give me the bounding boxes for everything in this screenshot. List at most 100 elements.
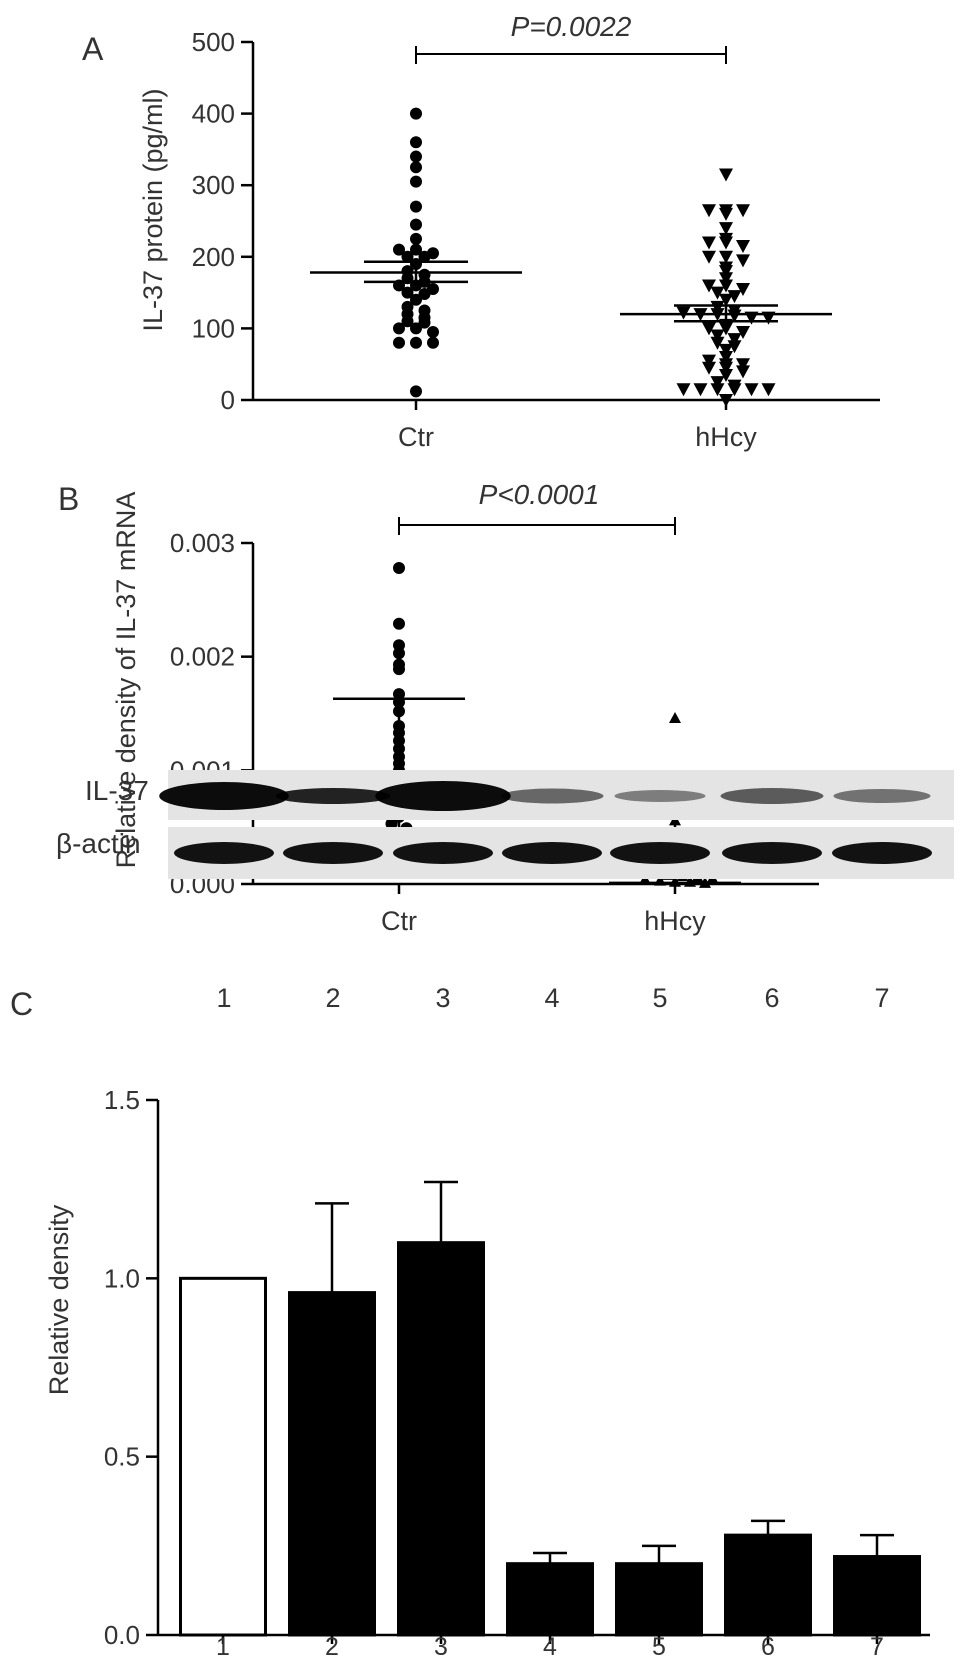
panel-a-point — [427, 325, 439, 338]
panel-c-bar — [397, 1241, 485, 1637]
blot-band-bactin — [283, 842, 383, 864]
panel-a-point — [736, 325, 750, 339]
panel-c-y-tick-label: 0.0 — [104, 1620, 140, 1650]
panel-a-point — [410, 175, 422, 188]
panel-a-point — [744, 383, 759, 397]
panel-a-point — [410, 136, 422, 149]
panel-c-bar — [724, 1533, 812, 1637]
panel-c-bar — [833, 1555, 921, 1637]
panel-a-point — [719, 265, 733, 279]
panel-c-y-tick-label: 0.5 — [104, 1442, 140, 1472]
panel-a-y-tick-label: 500 — [192, 27, 235, 57]
panel-b-point — [393, 663, 405, 676]
panel-a-point — [676, 383, 691, 397]
panel-a-point — [418, 250, 431, 263]
panel-a-point — [401, 315, 414, 328]
panel-a-point — [702, 279, 716, 293]
panel-a-x-tick-label: hHcy — [695, 422, 757, 452]
blot-band-il37 — [500, 788, 604, 804]
panel-a-point — [410, 385, 422, 398]
panel-a-point — [719, 351, 733, 365]
blot-lane-label: 4 — [544, 983, 559, 1013]
blot-band-bactin — [610, 842, 710, 864]
blot-lane-label: 3 — [435, 983, 450, 1013]
panel-a-point — [727, 333, 742, 347]
panel-c-bar — [179, 1276, 267, 1637]
panel-a-y-tick-label: 400 — [192, 99, 235, 129]
panel-a-p-value: P=0.0022 — [511, 11, 632, 42]
panel-a-point — [393, 336, 405, 349]
panel-a-point — [410, 243, 422, 256]
panel-b-point — [385, 817, 398, 830]
panel-a-point — [719, 207, 733, 221]
panel-b-point — [393, 647, 405, 660]
panel-a-point — [401, 286, 414, 299]
panel-a-point — [719, 236, 733, 250]
panel-a-point — [710, 300, 725, 314]
panel-a-point — [736, 283, 750, 297]
blot-band-il37 — [375, 781, 511, 811]
panel-a-point — [736, 358, 750, 372]
panel-c-x-tick-label: 6 — [761, 1633, 775, 1660]
panel-a-y-tick-label: 300 — [192, 170, 235, 200]
panel-a-point — [410, 293, 422, 306]
panel-a-point — [719, 394, 733, 407]
panel-a-point — [727, 383, 742, 397]
blot-band-bactin — [502, 842, 602, 864]
panel-label-a: A — [82, 31, 104, 67]
panel-a-point — [710, 336, 725, 350]
blot-lane-label: 7 — [874, 983, 889, 1013]
panel-a-point — [710, 286, 725, 300]
panel-a-point — [719, 250, 733, 264]
blot-label-bactin: β-actin — [56, 828, 141, 859]
panel-a-point — [719, 272, 733, 286]
panel-b-y-tick-label: 0.003 — [170, 528, 235, 558]
panel-a-point — [727, 340, 742, 354]
blot-label-il37: IL-37 — [85, 775, 149, 806]
panel-c-y-tick-label: 1.0 — [104, 1263, 140, 1293]
panel-a-y-axis-label: IL-37 protein (pg/ml) — [138, 88, 168, 331]
panel-label-c: C — [10, 986, 33, 1022]
panel-a-point — [719, 279, 733, 293]
blot-band-il37 — [720, 788, 824, 804]
panel-a-point — [710, 383, 725, 397]
panel-a-y-tick-label: 100 — [192, 313, 235, 343]
panel-a-point — [393, 322, 405, 335]
panel-a-point — [410, 200, 422, 213]
blot-lane-label: 1 — [216, 983, 231, 1013]
panel-a-point — [719, 293, 733, 307]
panel-a-point — [702, 204, 716, 218]
blot-band-il37 — [614, 790, 706, 802]
panel-b-x-tick-label: Ctr — [381, 906, 417, 936]
panel-c-x-tick-label: 2 — [325, 1633, 339, 1660]
panel-c-bar — [288, 1291, 376, 1637]
panel-a-point — [393, 243, 405, 256]
panel-b-p-value: P<0.0001 — [479, 479, 600, 510]
panel-c-bar — [506, 1562, 594, 1637]
panel-c-x-tick-label: 7 — [870, 1633, 884, 1660]
panel-a-point — [410, 336, 422, 349]
blot-band-bactin — [393, 842, 493, 864]
panel-c-bar — [615, 1562, 703, 1637]
panel-c-x-tick-label: 5 — [652, 1633, 666, 1660]
panel-a-point — [719, 322, 733, 336]
panel-a-point — [736, 254, 750, 268]
blot-band-il37 — [159, 782, 289, 810]
panel-c-y-axis-label: Relative density — [44, 1204, 74, 1395]
blot-band-bactin — [174, 842, 274, 864]
blot-band-bactin — [722, 842, 822, 864]
blot-lane-label: 6 — [764, 983, 779, 1013]
panel-a-point — [736, 365, 750, 379]
panel-a-point — [710, 329, 725, 343]
panel-a-y-tick-label: 200 — [192, 242, 235, 272]
panel-a-point — [719, 361, 733, 375]
panel-c-x-tick-label: 1 — [216, 1633, 230, 1660]
panel-b-y-axis-label: Relative density of IL-37 mRNA — [111, 492, 141, 869]
panel-c-y-tick-label: 1.5 — [104, 1085, 140, 1115]
panel-a-point — [761, 383, 776, 397]
panel-a-x-tick-label: Ctr — [398, 422, 434, 452]
chart-marks: 0100200300400500CtrhHcy0.0000.0010.0020.… — [104, 27, 954, 1660]
panel-a-point — [410, 107, 422, 120]
panel-a-point — [710, 376, 725, 390]
